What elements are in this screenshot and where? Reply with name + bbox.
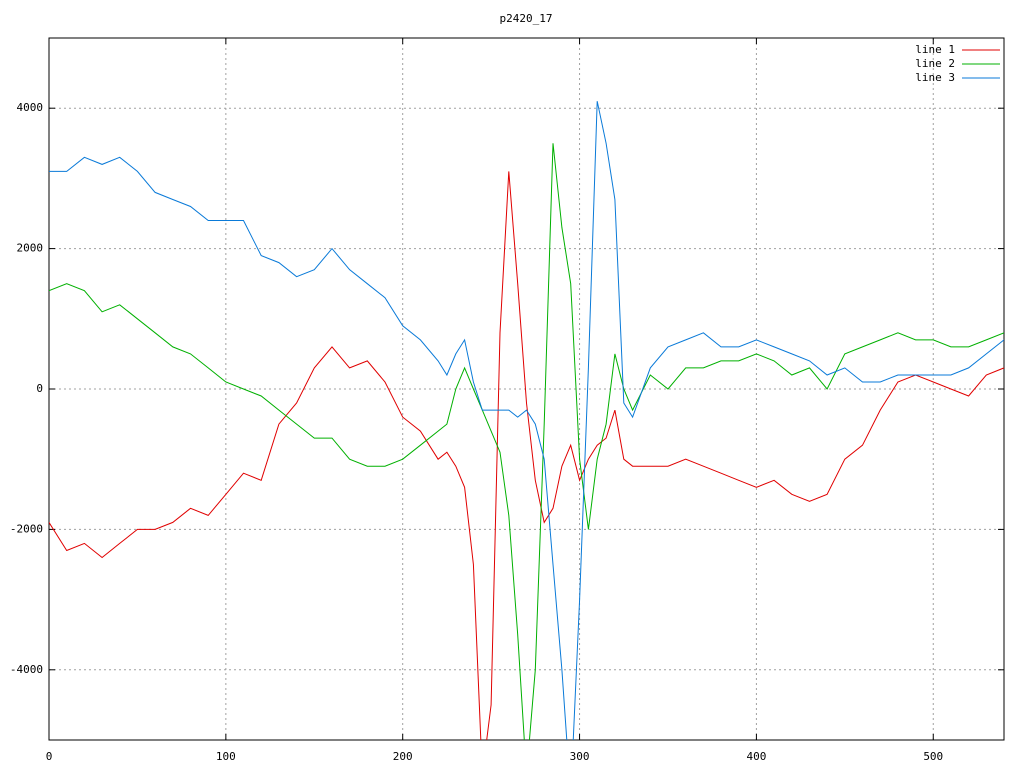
x-tick-label: 400 [746, 750, 766, 763]
legend-label: line 3 [915, 71, 955, 84]
y-tick-label: 4000 [17, 101, 44, 114]
y-tick-label: -4000 [10, 663, 43, 676]
x-tick-label: 200 [393, 750, 413, 763]
x-tick-label: 0 [46, 750, 53, 763]
plot-area [49, 101, 1004, 740]
y-tick-label: 0 [36, 382, 43, 395]
legend-label: line 1 [915, 43, 955, 56]
y-tick-label: 2000 [17, 242, 44, 255]
chart-title: p2420_17 [500, 12, 553, 25]
y-tick-label: -2000 [10, 522, 43, 535]
series-line [49, 143, 1004, 740]
x-tick-label: 500 [923, 750, 943, 763]
plot-border [48, 37, 1005, 741]
legend-label: line 2 [915, 57, 955, 70]
series-line [49, 101, 1004, 740]
x-tick-label: 100 [216, 750, 236, 763]
x-tick-label: 300 [570, 750, 590, 763]
series-line [49, 171, 1004, 740]
